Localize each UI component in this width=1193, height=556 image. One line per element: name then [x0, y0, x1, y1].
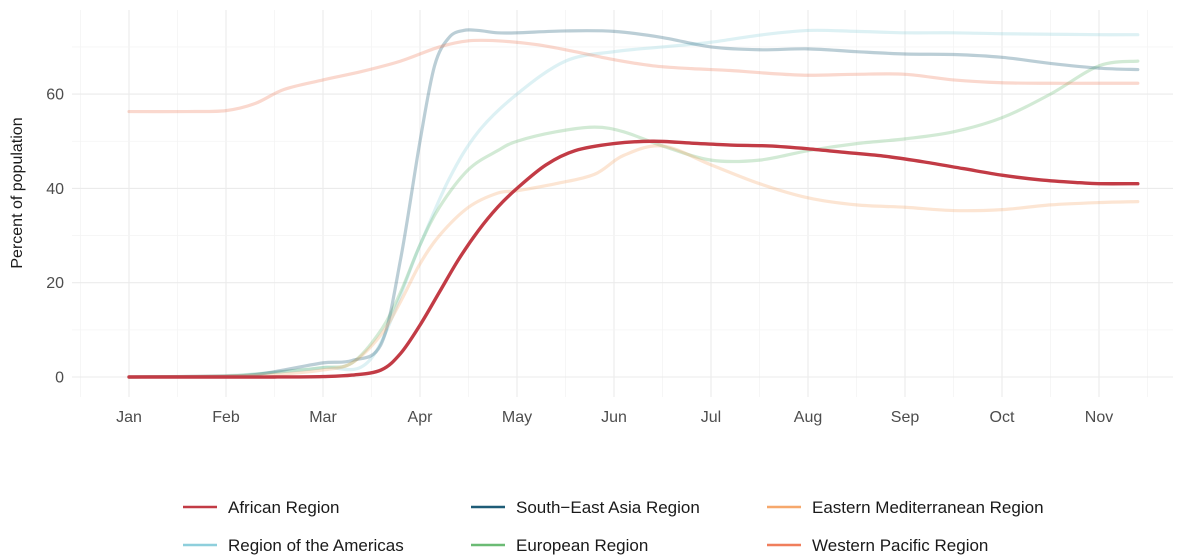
legend-label: African Region — [228, 498, 340, 517]
series-line-western-pacific-region — [127, 38, 1140, 114]
series-line-south-east-asia-region — [127, 28, 1140, 379]
legend-item-region-of-the-americas: Region of the Americas — [183, 536, 404, 555]
y-tick-label: 20 — [46, 275, 64, 292]
series-line-region-of-the-americas — [127, 28, 1140, 379]
legend-label: Region of the Americas — [228, 536, 404, 555]
x-tick-label: Feb — [212, 409, 240, 426]
legend-label: European Region — [516, 536, 648, 555]
series-line-eastern-mediterranean-region — [127, 144, 1140, 379]
legend-item-african-region: African Region — [183, 498, 340, 517]
legend-label: South−East Asia Region — [516, 498, 700, 517]
y-axis-title: Percent of population — [9, 117, 26, 268]
x-tick-label: Jun — [601, 409, 627, 426]
x-tick-label: Aug — [794, 409, 822, 426]
y-axis-ticks: 0 20 40 60 — [46, 87, 64, 387]
x-tick-label: Jan — [116, 409, 142, 426]
series-line-african-region — [127, 139, 1140, 379]
x-tick-label: Nov — [1085, 409, 1113, 426]
x-tick-label: Jul — [701, 409, 721, 426]
x-axis-ticks: Jan Feb Mar Apr May Jun Jul Aug Sep Oct Nov — [116, 409, 1113, 426]
legend: African Region South−East Asia Region East… — [183, 498, 1044, 555]
legend-label: Eastern Mediterranean Region — [812, 498, 1044, 517]
series-line-european-region — [127, 59, 1140, 379]
legend-item-western-pacific-region: Western Pacific Region — [767, 536, 988, 555]
legend-item-eastern-mediterranean-region: Eastern Mediterranean Region — [767, 498, 1044, 517]
y-tick-label: 40 — [46, 181, 64, 198]
grid-lines — [72, 10, 1173, 397]
x-tick-label: Sep — [891, 409, 920, 426]
x-tick-label: May — [502, 409, 532, 426]
x-tick-label: Apr — [408, 409, 434, 426]
legend-item-european-region: European Region — [471, 536, 648, 555]
legend-item-south-east-asia-region: South−East Asia Region — [471, 498, 700, 517]
y-tick-label: 0 — [55, 370, 64, 387]
x-tick-label: Mar — [309, 409, 337, 426]
series-layer — [127, 28, 1140, 379]
x-tick-label: Oct — [990, 409, 1015, 426]
y-tick-label: 60 — [46, 87, 64, 104]
legend-label: Western Pacific Region — [812, 536, 988, 555]
